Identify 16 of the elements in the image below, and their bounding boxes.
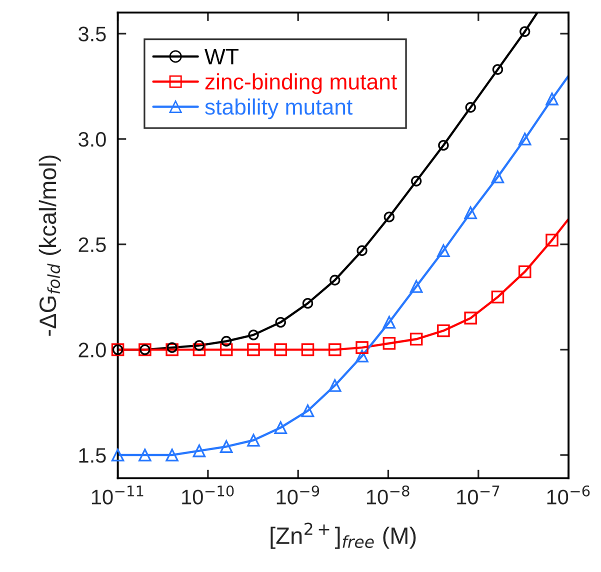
x-tick-label: 10$^{−10}$ — [182, 485, 234, 504]
x-tick-label: 10$^{−11}$ — [92, 486, 144, 504]
legend-label: zinc-binding mutant — [205, 73, 397, 94]
y-tick-label: 3.0 — [78, 132, 106, 147]
y-tick-label: 1.5 — [79, 448, 106, 463]
y-tick-label: 2.5 — [78, 237, 106, 252]
y-tick-label: 2.0 — [78, 342, 106, 358]
legend-label: WT — [204, 48, 239, 64]
x-tick-label: 10$^{−9}$ — [276, 485, 320, 504]
legend-label: stability mutant — [205, 98, 353, 120]
y-tick-label: 3.5 — [78, 26, 106, 42]
x-axis-title: [Zn$^{2+}$]$_{free}$ (M) — [270, 522, 416, 549]
x-tick-label: 10$^{−8}$ — [367, 485, 410, 504]
x-tick-label: 10$^{−7}$ — [457, 486, 500, 504]
x-tick-label: 10$^{−6}$ — [547, 485, 590, 504]
y-axis-title: -ΔG$_{fold}$ (kcal/mol) — [38, 156, 61, 336]
